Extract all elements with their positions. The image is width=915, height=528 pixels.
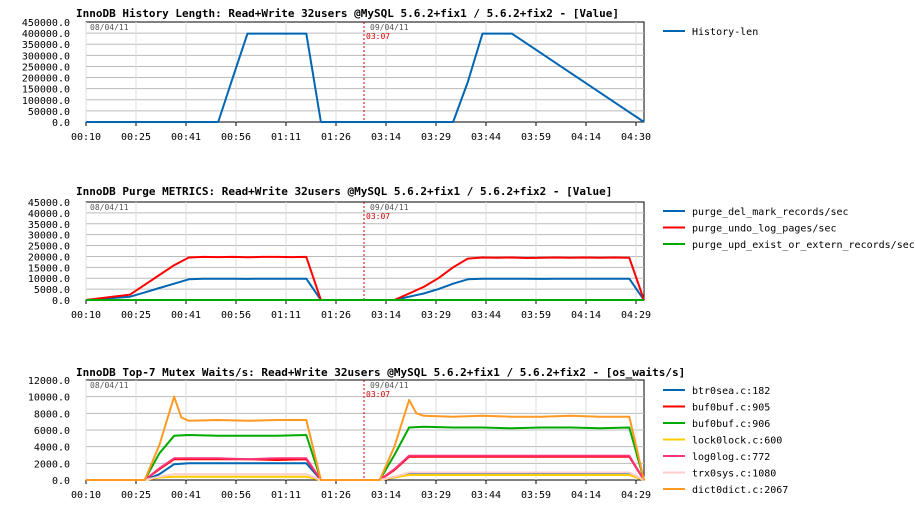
x-tick-label: 03:14: [371, 310, 401, 321]
x-tick-label: 04:14: [571, 310, 601, 321]
y-tick-label: 6000.0: [34, 426, 70, 437]
y-tick-label: 400000.0: [22, 29, 70, 40]
x-tick-label: 04:29: [621, 310, 651, 321]
plot-area: [85, 21, 645, 123]
legend-label: purge_undo_log_pages/sec: [692, 224, 837, 235]
y-tick-label: 40000.0: [28, 209, 70, 220]
y-tick-label: 0.0: [52, 296, 70, 307]
x-tick-label: 00:56: [221, 490, 251, 501]
series-line-1: [86, 32, 645, 123]
y-tick-label: 20000.0: [28, 252, 70, 263]
x-tick-label: 03:44: [471, 310, 501, 321]
series-line-5: [86, 454, 645, 481]
x-tick-label: 01:11: [271, 132, 301, 143]
chart-2: InnoDB Purge METRICS: Read+Write 32users…: [28, 185, 915, 321]
left-date-label: 08/04/11: [90, 23, 129, 32]
y-tick-label: 150000.0: [22, 85, 70, 96]
right-date-label: 09/04/11: [370, 23, 409, 32]
x-tick-label: 01:11: [271, 490, 301, 501]
y-tick-label: 2000.0: [34, 459, 70, 470]
y-tick-label: 35000.0: [28, 220, 70, 231]
x-tick-label: 03:14: [371, 132, 401, 143]
chart-title: InnoDB Purge METRICS: Read+Write 32users…: [76, 185, 612, 198]
y-tick-label: 45000.0: [28, 198, 70, 209]
y-tick-label: 15000.0: [28, 263, 70, 274]
legend-label: lock0lock.c:600: [692, 436, 782, 447]
y-tick-label: 10000.0: [28, 274, 70, 285]
legend-label: buf0buf.c:905: [692, 403, 770, 414]
x-tick-label: 00:25: [121, 132, 151, 143]
x-tick-label: 03:59: [521, 490, 551, 501]
break-marker-label: 03:07: [366, 32, 390, 41]
legend-label: log0log.c:772: [692, 452, 770, 463]
y-tick-label: 4000.0: [34, 443, 70, 454]
x-tick-label: 03:29: [421, 132, 451, 143]
x-tick-label: 03:44: [471, 490, 501, 501]
x-tick-label: 00:41: [171, 490, 201, 501]
y-tick-label: 300000.0: [22, 51, 70, 62]
x-tick-label: 01:26: [321, 132, 351, 143]
x-tick-label: 04:30: [621, 132, 651, 143]
right-date-label: 09/04/11: [370, 203, 409, 212]
legend-label: trx0sys.c:1080: [692, 469, 776, 480]
y-tick-label: 450000.0: [22, 18, 70, 29]
y-tick-label: 12000.0: [28, 376, 70, 387]
y-tick-label: 250000.0: [22, 62, 70, 73]
left-date-label: 08/04/11: [90, 203, 129, 212]
x-tick-label: 04:29: [621, 490, 651, 501]
x-tick-label: 00:41: [171, 132, 201, 143]
x-tick-label: 00:41: [171, 310, 201, 321]
x-tick-label: 03:59: [521, 132, 551, 143]
x-tick-label: 00:56: [221, 310, 251, 321]
left-date-label: 08/04/11: [90, 381, 129, 390]
y-tick-label: 0.0: [52, 118, 70, 129]
y-tick-label: 100000.0: [22, 96, 70, 107]
series-line-7: [86, 395, 645, 481]
chart-title: InnoDB History Length: Read+Write 32user…: [76, 7, 619, 20]
y-tick-label: 8000.0: [34, 409, 70, 420]
right-date-label: 09/04/11: [370, 381, 409, 390]
chart-1: InnoDB History Length: Read+Write 32user…: [22, 7, 758, 143]
y-tick-label: 50000.0: [28, 107, 70, 118]
x-tick-label: 03:29: [421, 310, 451, 321]
x-tick-label: 00:25: [121, 490, 151, 501]
x-tick-label: 00:10: [71, 132, 101, 143]
legend-label: btr0sea.c:182: [692, 386, 770, 397]
chart-title: InnoDB Top-7 Mutex Waits/s: Read+Write 3…: [76, 366, 685, 379]
legend-label: History-len: [692, 27, 758, 38]
chart-3: InnoDB Top-7 Mutex Waits/s: Read+Write 3…: [28, 366, 788, 501]
x-tick-label: 01:26: [321, 490, 351, 501]
x-tick-label: 03:29: [421, 490, 451, 501]
x-tick-label: 00:25: [121, 310, 151, 321]
y-tick-label: 350000.0: [22, 40, 70, 51]
x-tick-label: 00:10: [71, 490, 101, 501]
x-tick-label: 03:59: [521, 310, 551, 321]
break-marker-label: 03:07: [366, 390, 390, 399]
legend-label: purge_del_mark_records/sec: [692, 207, 849, 218]
y-tick-label: 10000.0: [28, 393, 70, 404]
y-tick-label: 0.0: [52, 476, 70, 487]
y-tick-label: 5000.0: [34, 285, 70, 296]
legend-label: dict0dict.c:2067: [692, 485, 788, 496]
x-tick-label: 04:14: [571, 490, 601, 501]
x-tick-label: 00:56: [221, 132, 251, 143]
y-tick-label: 200000.0: [22, 74, 70, 85]
series-line-6: [86, 471, 645, 481]
y-tick-label: 25000.0: [28, 242, 70, 253]
x-tick-label: 03:44: [471, 132, 501, 143]
legend-label: purge_upd_exist_or_extern_records/sec: [692, 240, 915, 251]
series-line-3: [86, 425, 645, 481]
x-tick-label: 01:11: [271, 310, 301, 321]
x-tick-label: 01:26: [321, 310, 351, 321]
y-tick-label: 30000.0: [28, 231, 70, 242]
break-marker-label: 03:07: [366, 212, 390, 221]
x-tick-label: 03:14: [371, 490, 401, 501]
x-tick-label: 00:10: [71, 310, 101, 321]
legend-label: buf0buf.c:906: [692, 419, 770, 430]
x-tick-label: 04:14: [571, 132, 601, 143]
